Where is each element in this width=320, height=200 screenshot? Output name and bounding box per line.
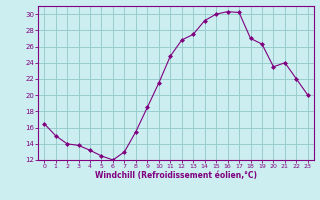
X-axis label: Windchill (Refroidissement éolien,°C): Windchill (Refroidissement éolien,°C) (95, 171, 257, 180)
